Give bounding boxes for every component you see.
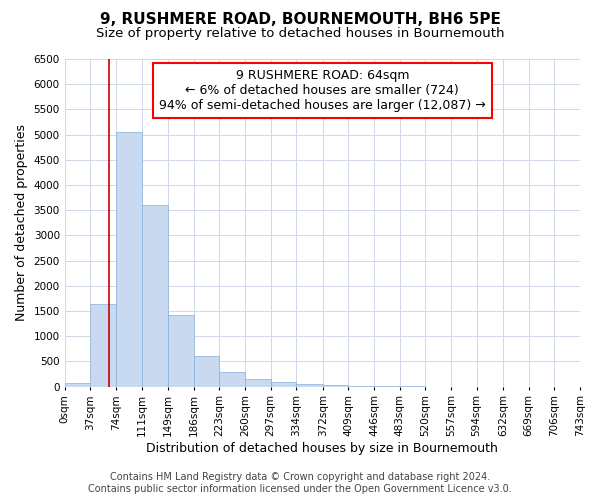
Bar [271,382,296,386]
Bar [323,385,349,386]
Bar [91,304,116,386]
Text: Size of property relative to detached houses in Bournemouth: Size of property relative to detached ho… [96,28,504,40]
X-axis label: Distribution of detached houses by size in Bournemouth: Distribution of detached houses by size … [146,442,498,455]
Bar [245,379,271,386]
Bar [65,383,91,386]
Bar [296,384,323,386]
Text: Contains HM Land Registry data © Crown copyright and database right 2024.
Contai: Contains HM Land Registry data © Crown c… [88,472,512,494]
Bar [116,132,142,386]
Y-axis label: Number of detached properties: Number of detached properties [15,124,28,322]
Bar [142,205,168,386]
Bar [168,314,194,386]
Text: 9 RUSHMERE ROAD: 64sqm
← 6% of detached houses are smaller (724)
94% of semi-det: 9 RUSHMERE ROAD: 64sqm ← 6% of detached … [159,69,486,112]
Bar [220,372,245,386]
Text: 9, RUSHMERE ROAD, BOURNEMOUTH, BH6 5PE: 9, RUSHMERE ROAD, BOURNEMOUTH, BH6 5PE [100,12,500,28]
Bar [194,356,220,386]
